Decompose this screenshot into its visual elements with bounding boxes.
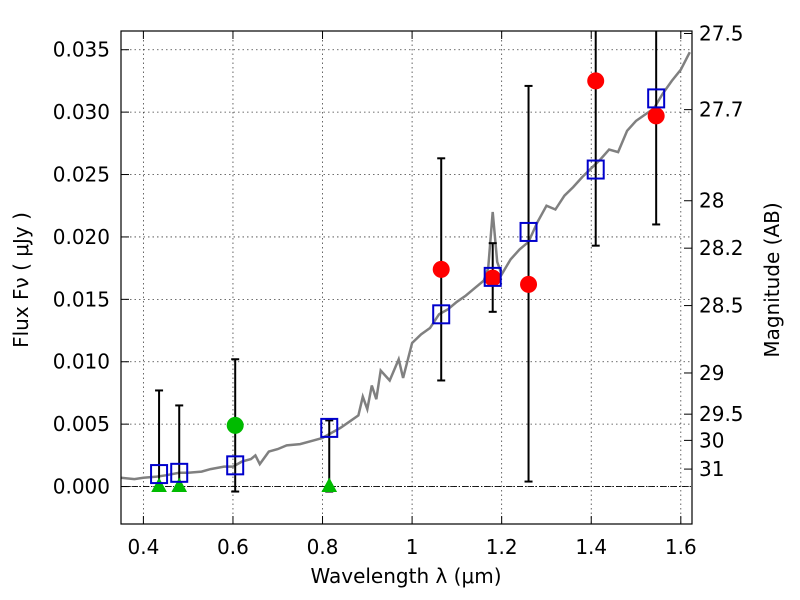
y-tick-labels: 0.000 0.005 0.010 0.015 0.020 0.025 0.030 0.035 — [53, 38, 110, 499]
data-point-circle — [484, 269, 502, 287]
data-point-circle — [647, 107, 665, 125]
y-tick-label: 0.030 — [53, 100, 110, 124]
data-markers — [150, 72, 666, 493]
upper-limit-triangle — [321, 477, 338, 493]
model-sed-line — [120, 51, 691, 481]
axis-ticks — [121, 31, 692, 524]
y-tick-label: 0.025 — [53, 163, 110, 187]
x-tick-label: 1.6 — [665, 535, 697, 559]
right-tick-label: 28 — [699, 189, 724, 213]
data-point-circle — [432, 260, 450, 278]
model-point-square — [226, 455, 245, 476]
y-tick-label: 0.000 — [53, 475, 110, 499]
upper-limit-triangle — [171, 477, 188, 493]
model-point-square — [320, 417, 339, 438]
model-point-square — [170, 462, 189, 483]
y-tick-label: 0.035 — [53, 38, 110, 62]
model-point-square — [432, 304, 451, 325]
y-tick-label: 0.015 — [53, 287, 110, 311]
model-point-square — [519, 221, 538, 242]
data-point-circle — [520, 275, 538, 293]
right-tick-label: 27.5 — [699, 21, 744, 45]
right-axis-title: Magnitude (AB) — [760, 202, 784, 357]
grid — [121, 31, 692, 524]
y-tick-label: 0.010 — [53, 350, 110, 374]
right-tick-label: 27.7 — [699, 98, 744, 122]
x-tick-label: 1.2 — [486, 535, 518, 559]
plot-frame — [120, 30, 693, 525]
y-tick-label: 0.005 — [53, 412, 110, 436]
upper-limit-triangle — [151, 477, 167, 493]
y-axis-title: Flux Fν ( μJy ) — [9, 212, 33, 348]
model-point-square — [150, 464, 169, 485]
x-tick-labels: 0.4 0.6 0.8 1 1.2 1.4 1.6 — [127, 535, 696, 559]
x-tick-label: 0.8 — [307, 535, 339, 559]
right-tick-labels: 27.5 27.7 28 28.2 28.5 29 29.530 31 — [699, 21, 744, 481]
right-tick-label: 29 — [699, 361, 724, 385]
data-point-circle — [587, 72, 605, 90]
model-point-square — [586, 159, 605, 180]
right-tick-label: 29.5 — [699, 402, 744, 426]
y-tick-label: 0.020 — [53, 225, 110, 249]
x-tick-label: 1 — [406, 535, 419, 559]
x-tick-label: 0.4 — [127, 535, 159, 559]
right-tick-label: 28.5 — [699, 294, 744, 318]
model-point-square — [483, 266, 502, 287]
model-point-square — [647, 88, 666, 109]
x-axis-title: Wavelength λ (μm) — [310, 564, 501, 588]
data-point-circle — [226, 416, 244, 434]
right-tick-label: 30 — [699, 428, 724, 452]
right-tick-label: 28.2 — [699, 236, 744, 260]
x-tick-label: 1.4 — [575, 535, 607, 559]
x-tick-label: 0.6 — [217, 535, 249, 559]
right-tick-label: 31 — [699, 457, 724, 481]
